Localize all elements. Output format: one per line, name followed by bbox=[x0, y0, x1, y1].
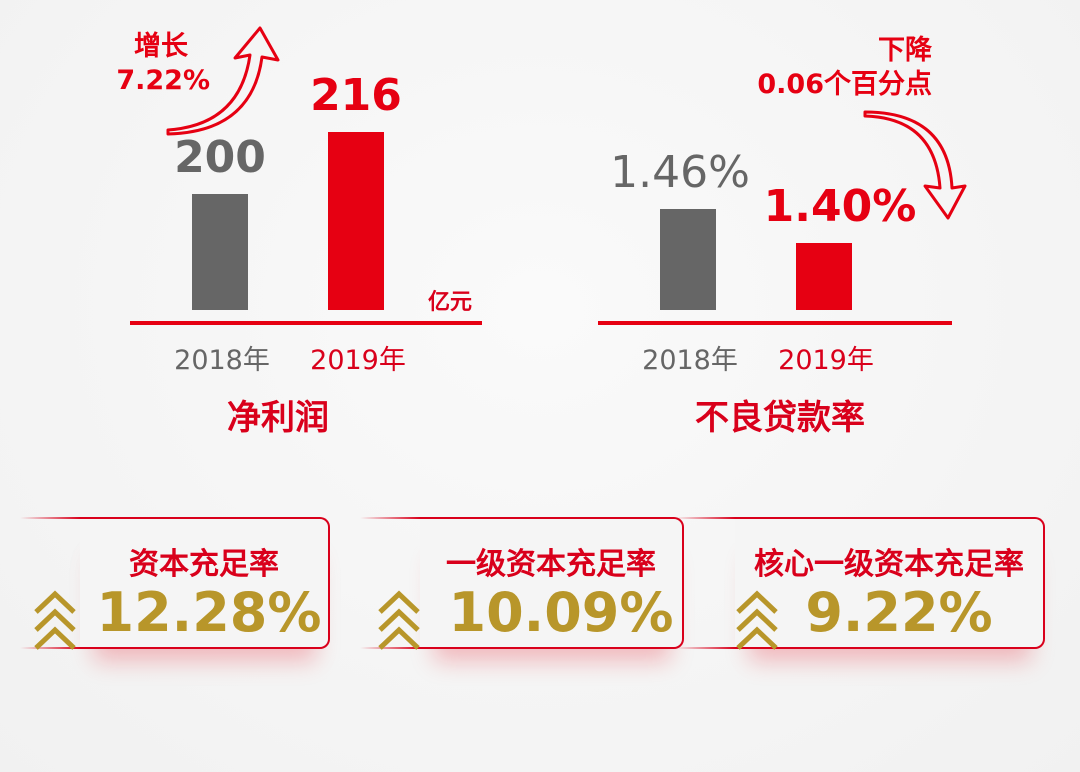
bar-2019 bbox=[796, 243, 852, 310]
unit-label: 亿元 bbox=[428, 290, 473, 315]
axis-line bbox=[598, 321, 952, 325]
growth-arrow-icon bbox=[166, 26, 280, 136]
x-tick-2019: 2019年 bbox=[310, 345, 406, 376]
decline-value: 0.06个百分点 bbox=[757, 69, 932, 100]
x-tick-2018: 2018年 bbox=[174, 345, 270, 376]
x-tick-2019: 2019年 bbox=[778, 345, 874, 376]
growth-value: 7.22% bbox=[116, 65, 210, 96]
bar-2019 bbox=[328, 131, 384, 310]
decline-label: 下降 bbox=[878, 35, 932, 66]
x-tick-2018: 2018年 bbox=[642, 345, 738, 376]
double-chevron-up-icon bbox=[736, 590, 778, 650]
card-value: 9.22% bbox=[805, 581, 993, 644]
card-title: 核心一级资本充足率 bbox=[754, 547, 1024, 582]
bar-2018 bbox=[660, 209, 716, 310]
chart-title: 不良贷款率 bbox=[695, 398, 865, 438]
card-title: 一级资本充足率 bbox=[446, 547, 656, 582]
card-value: 12.28% bbox=[96, 581, 322, 644]
capital-adequacy-card: 资本充足率 12.28% bbox=[20, 517, 330, 649]
tier1-capital-card: 一级资本充足率 10.09% bbox=[360, 517, 684, 649]
double-chevron-up-icon bbox=[34, 590, 76, 650]
double-chevron-up-icon bbox=[378, 590, 420, 650]
value-label-2018: 1.46% bbox=[610, 147, 750, 199]
bar-2018 bbox=[192, 193, 248, 310]
core-tier1-capital-card: 核心一级资本充足率 9.22% bbox=[675, 517, 1045, 649]
growth-label: 增长 bbox=[134, 31, 188, 62]
card-value: 10.09% bbox=[448, 581, 674, 644]
decline-arrow-icon bbox=[863, 110, 967, 220]
value-label-2019: 216 bbox=[310, 69, 402, 121]
value-label-2019: 1.40% bbox=[763, 181, 917, 233]
axis-line bbox=[130, 321, 482, 325]
value-label-2018: 200 bbox=[174, 131, 266, 183]
chart-title: 净利润 bbox=[227, 398, 329, 438]
card-title: 资本充足率 bbox=[129, 547, 279, 582]
